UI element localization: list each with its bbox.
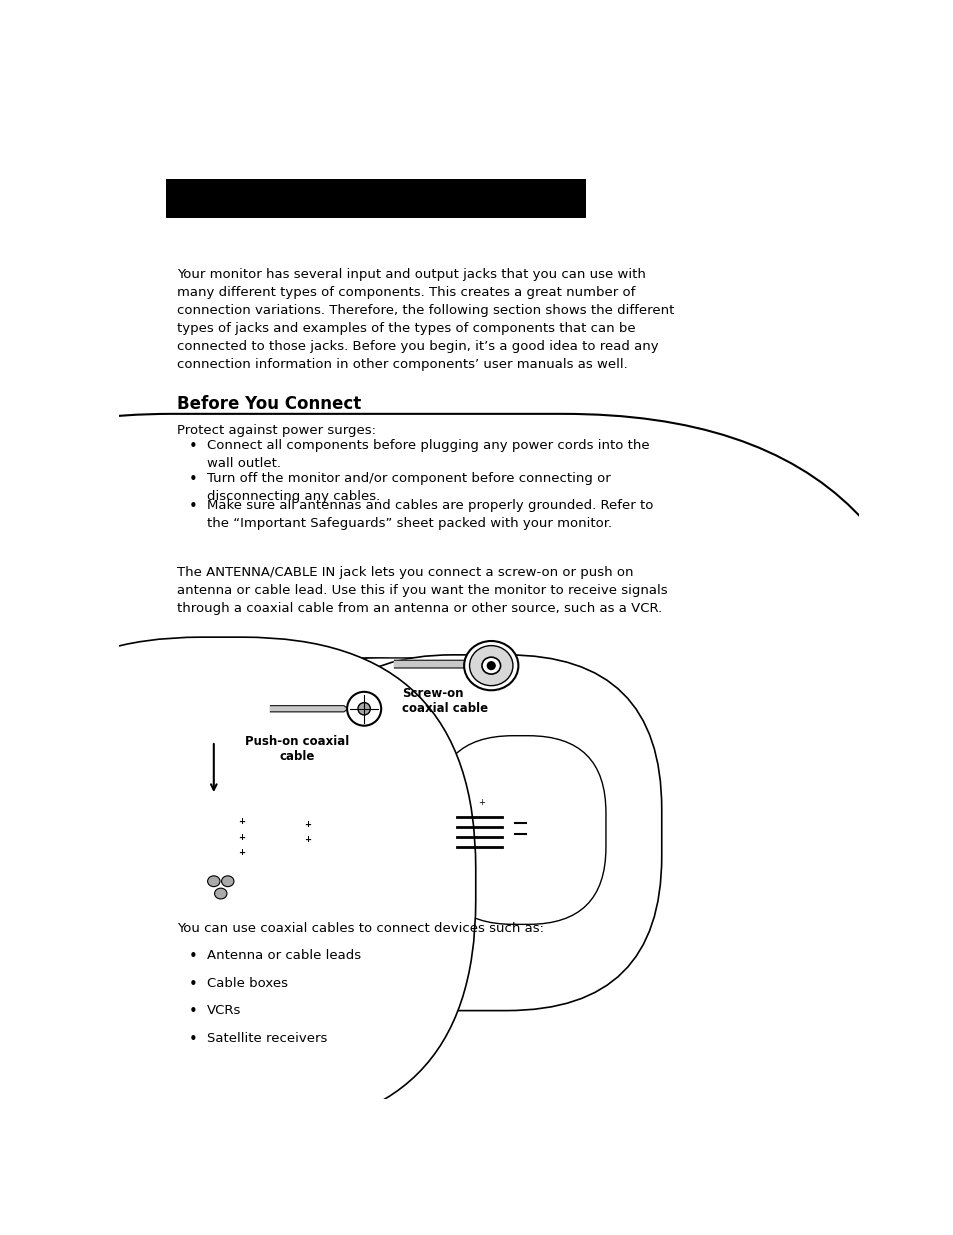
Text: •: • [189, 1032, 197, 1047]
Text: You can use coaxial cables to connect devices such as:: You can use coaxial cables to connect de… [177, 923, 544, 935]
Ellipse shape [213, 831, 225, 844]
Ellipse shape [429, 836, 439, 846]
Ellipse shape [412, 836, 422, 846]
Ellipse shape [487, 662, 495, 669]
Text: VCRs: VCRs [207, 1004, 241, 1018]
Ellipse shape [354, 821, 357, 825]
Ellipse shape [395, 852, 399, 856]
Ellipse shape [294, 819, 306, 830]
Ellipse shape [362, 852, 367, 856]
Ellipse shape [464, 641, 517, 690]
Ellipse shape [389, 852, 393, 856]
Text: Turn off the monitor and/or component before connecting or
disconnecting any cab: Turn off the monitor and/or component be… [207, 472, 610, 503]
Ellipse shape [347, 692, 381, 726]
Text: +: + [238, 818, 245, 826]
Ellipse shape [221, 876, 233, 887]
Ellipse shape [267, 835, 278, 845]
Ellipse shape [364, 829, 368, 832]
Text: Make sure all antennas and cables are properly grounded. Refer to
the “Important: Make sure all antennas and cables are pr… [207, 499, 653, 530]
Bar [166, 179, 585, 217]
Text: Push-on coaxial
cable: Push-on coaxial cable [245, 735, 349, 763]
Text: +: + [304, 820, 311, 829]
Ellipse shape [198, 846, 211, 858]
FancyBboxPatch shape [0, 425, 488, 972]
Ellipse shape [354, 829, 357, 832]
Ellipse shape [213, 846, 225, 858]
Ellipse shape [281, 848, 292, 858]
Ellipse shape [392, 821, 395, 825]
Text: •: • [189, 499, 197, 514]
Text: Satellite receivers: Satellite receivers [207, 1032, 327, 1045]
Ellipse shape [294, 835, 306, 845]
Ellipse shape [358, 821, 362, 825]
Ellipse shape [228, 831, 240, 844]
FancyBboxPatch shape [0, 414, 950, 1235]
Text: Cable boxes: Cable boxes [207, 977, 288, 989]
FancyBboxPatch shape [0, 637, 476, 1131]
Text: Your monitor has several input and output jacks that you can use with
many diffe: Your monitor has several input and outpu… [177, 268, 674, 370]
Text: +: + [478, 798, 485, 806]
Text: •: • [189, 440, 197, 454]
Ellipse shape [356, 852, 360, 856]
Ellipse shape [228, 816, 240, 829]
Text: Before You Connect: Before You Connect [177, 395, 361, 412]
Text: Screw-on
coaxial cable: Screw-on coaxial cable [402, 687, 488, 715]
Ellipse shape [386, 821, 390, 825]
Ellipse shape [281, 835, 292, 845]
Ellipse shape [396, 821, 400, 825]
Ellipse shape [412, 819, 422, 830]
Ellipse shape [481, 657, 500, 674]
Text: The ANTENNA/CABLE IN jack lets you connect a screw-on or push on
antenna or cabl: The ANTENNA/CABLE IN jack lets you conne… [177, 566, 667, 615]
Ellipse shape [386, 829, 390, 832]
FancyBboxPatch shape [191, 658, 528, 1000]
Bar [465, 661, 472, 671]
Ellipse shape [383, 852, 387, 856]
Ellipse shape [348, 829, 352, 832]
Text: +: + [304, 835, 311, 845]
Text: •: • [189, 472, 197, 487]
Ellipse shape [228, 846, 240, 858]
Ellipse shape [267, 819, 278, 830]
Ellipse shape [214, 888, 227, 899]
Ellipse shape [213, 816, 225, 829]
Ellipse shape [469, 646, 513, 685]
Ellipse shape [364, 821, 368, 825]
FancyBboxPatch shape [223, 658, 560, 1000]
Ellipse shape [181, 667, 246, 731]
Bar [194, 848, 243, 857]
Ellipse shape [198, 831, 211, 844]
Ellipse shape [281, 819, 292, 830]
Polygon shape [270, 705, 348, 711]
Ellipse shape [267, 848, 278, 858]
Ellipse shape [380, 829, 384, 832]
FancyBboxPatch shape [297, 655, 661, 1010]
Ellipse shape [392, 829, 395, 832]
Ellipse shape [199, 685, 228, 713]
Text: +: + [238, 832, 245, 842]
Bar [194, 818, 243, 826]
Ellipse shape [380, 821, 384, 825]
Ellipse shape [209, 694, 218, 704]
Bar [194, 834, 243, 841]
Text: Antenna or cable leads: Antenna or cable leads [207, 948, 360, 962]
Ellipse shape [350, 852, 355, 856]
Ellipse shape [208, 876, 220, 887]
Ellipse shape [357, 703, 370, 715]
Ellipse shape [198, 816, 211, 829]
Text: •: • [189, 977, 197, 992]
Ellipse shape [348, 821, 352, 825]
FancyBboxPatch shape [435, 736, 605, 924]
Ellipse shape [294, 848, 306, 858]
Ellipse shape [396, 829, 400, 832]
Ellipse shape [429, 819, 439, 830]
Text: Protect against power surges:: Protect against power surges: [177, 424, 376, 437]
Text: +: + [238, 848, 245, 857]
Ellipse shape [179, 810, 191, 821]
Ellipse shape [358, 829, 362, 832]
Text: Connect all components before plugging any power cords into the
wall outlet.: Connect all components before plugging a… [207, 440, 649, 471]
Text: •: • [189, 948, 197, 965]
Ellipse shape [192, 677, 235, 720]
Text: •: • [189, 1004, 197, 1019]
Polygon shape [394, 661, 472, 668]
